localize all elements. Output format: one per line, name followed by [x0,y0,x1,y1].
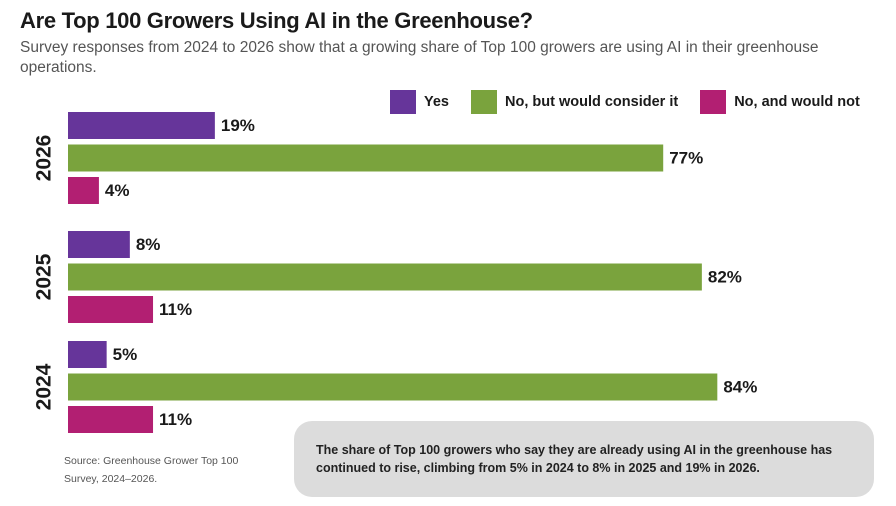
bar-2024-yes [68,341,107,368]
data-label-2024-would-not: 11% [159,410,192,429]
category-label-2025: 2025 [33,253,56,300]
bar-2026-consider [68,144,664,172]
legend-label-consider: No, but would consider it [505,94,679,110]
summary-callout: The share of Top 100 growers who say the… [294,421,874,497]
legend-item-would-not: No, and would not [700,90,860,114]
bar-2025-consider [68,263,702,291]
chart-title: Are Top 100 Growers Using AI in the Gree… [20,8,533,33]
data-label-2025-consider: 82% [708,268,742,287]
chart-subtitle: Survey responses from 2024 to 2026 show … [20,39,819,76]
data-label-2025-would-not: 11% [159,300,192,319]
legend-item-consider: No, but would consider it [471,90,678,114]
data-label-2026-would-not: 4% [105,181,130,200]
bar-2025-would-not [68,296,154,323]
source-note: Source: Greenhouse Grower Top 100 Survey… [64,455,239,485]
bar-2025-yes [68,231,130,258]
bar-2026-would-not [68,177,99,204]
data-label-2024-yes: 5% [113,345,138,364]
legend-item-yes: Yes [390,90,449,114]
category-label-2026: 2026 [33,135,56,182]
legend-label-yes: Yes [424,94,449,110]
legend: Yes No, but would consider it No, and wo… [390,90,860,114]
bar-2024-consider [68,373,718,401]
legend-label-would-not: No, and would not [734,94,860,110]
bar-2024-would-not [68,406,154,433]
bar-2026-yes [68,112,215,139]
legend-swatch-would-not [700,90,727,114]
legend-swatch-consider [471,90,497,114]
data-label-2026-yes: 19% [221,116,255,135]
legend-swatch-yes [390,90,416,114]
category-label-2024: 2024 [33,363,56,410]
data-label-2025-yes: 8% [136,235,161,254]
data-label-2024-consider: 84% [723,378,757,397]
data-label-2026-consider: 77% [669,149,703,168]
